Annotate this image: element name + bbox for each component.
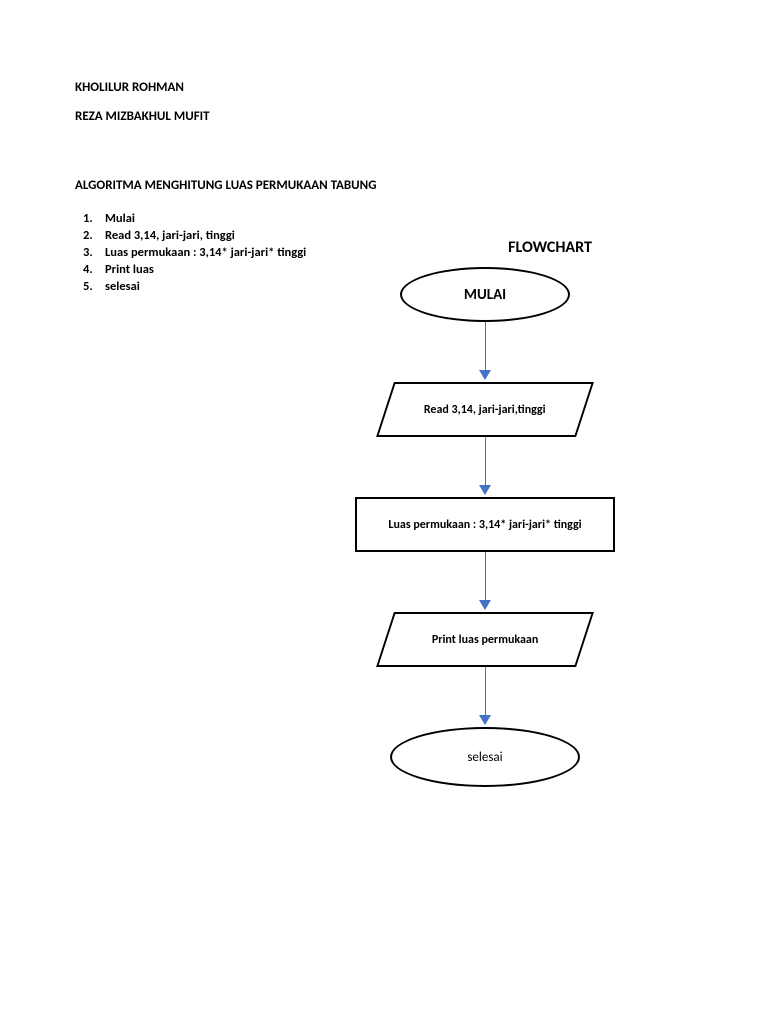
- flowchart-title: FLOWCHART: [410, 238, 690, 257]
- flowchart-start-label: MULAI: [464, 286, 506, 304]
- flowchart-start-terminator: MULAI: [400, 267, 570, 322]
- algorithm-title: ALGORITMA MENGHITUNG LUAS PERMUKAAN TABU…: [75, 178, 693, 193]
- flowchart-arrow-2: [330, 437, 690, 497]
- flowchart-output-node: Print luas permukaan: [376, 612, 594, 667]
- flowchart-process-node: Luas permukaan : 3,14* jari-jari* tinggi: [355, 497, 615, 552]
- spacer: [75, 138, 693, 178]
- flowchart-arrow-4: [330, 667, 690, 727]
- author-line-2: REZA MIZBAKHUL MUFIT: [75, 109, 693, 124]
- flowchart-end-terminator: selesai: [390, 727, 580, 787]
- author-line-1: KHOLILUR ROHMAN: [75, 80, 693, 95]
- flowchart-input-label: Read 3,14, jari-jari,tinggi: [418, 403, 552, 417]
- step-1: Mulai: [105, 211, 375, 226]
- flowchart-arrow-3: [330, 552, 690, 612]
- flowchart-arrow-1: [330, 322, 690, 382]
- flowchart: FLOWCHART MULAI Read 3,14, jari-jari,tin…: [330, 238, 690, 787]
- flowchart-process-label: Luas permukaan : 3,14* jari-jari* tinggi: [388, 518, 581, 532]
- flowchart-end-label: selesai: [467, 750, 502, 765]
- flowchart-input-node: Read 3,14, jari-jari,tinggi: [376, 382, 594, 437]
- flowchart-output-label: Print luas permukaan: [426, 633, 544, 647]
